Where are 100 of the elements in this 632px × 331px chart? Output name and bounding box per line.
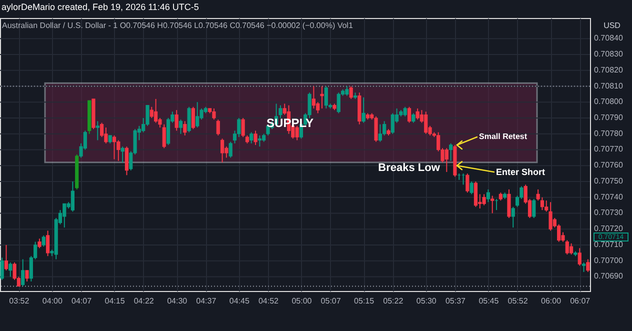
y-tick-label: 0.70770 <box>594 144 624 154</box>
candlestick <box>390 112 394 134</box>
y-tick-label: 0.70760 <box>594 160 624 170</box>
candlestick <box>4 244 8 271</box>
candlestick <box>196 102 200 128</box>
candlestick <box>46 230 50 257</box>
y-tick-label: 0.70750 <box>594 176 624 186</box>
candlestick <box>474 180 478 208</box>
candlestick <box>96 120 100 141</box>
y-tick-label: 0.70780 <box>594 128 624 138</box>
candlestick <box>150 106 154 118</box>
candlestick <box>511 206 515 228</box>
candlestick <box>250 132 254 144</box>
candlestick <box>362 96 366 124</box>
candlestick <box>345 86 349 96</box>
candlestick <box>62 203 66 228</box>
candlestick <box>112 134 116 160</box>
x-tick-label: 05:22 <box>383 296 404 306</box>
annotation: Small Retest <box>479 132 528 141</box>
candlestick <box>582 262 586 272</box>
candlestick <box>0 257 4 280</box>
y-tick-label: 0.70810 <box>594 81 624 90</box>
candlestick <box>586 258 590 272</box>
candlestick <box>470 180 474 195</box>
candlestick <box>162 124 166 149</box>
x-tick-label: 05:45 <box>478 296 500 306</box>
candlestick <box>544 200 548 212</box>
candlestick <box>578 248 582 266</box>
x-tick-label: 04:00 <box>42 296 63 306</box>
candlestick <box>70 180 75 212</box>
x-tick-label: 05:52 <box>508 296 528 306</box>
candlestick <box>8 262 12 278</box>
x-tick-label: 04:30 <box>167 296 188 306</box>
x-tick-label: 04:07 <box>72 296 92 306</box>
candlestick <box>278 104 282 118</box>
y-tick-label: 0.70720 <box>594 224 624 234</box>
x-tick-label: 05:15 <box>354 296 375 306</box>
candlestick <box>216 119 220 136</box>
candlestick <box>166 117 170 146</box>
candlestick <box>416 108 420 120</box>
y-tick-label: 0.70690 <box>594 272 624 281</box>
candlestick <box>228 141 232 158</box>
candlestick <box>403 106 407 117</box>
y-tick-label: 0.70840 <box>594 34 624 43</box>
y-tick-label: 0.70820 <box>594 65 624 74</box>
candlestick <box>104 127 108 144</box>
candlestick <box>120 146 124 163</box>
candlestick <box>532 198 536 218</box>
chart-title: aylorDeMario created, Feb 19, 2026 11:46 UTC-5 <box>2 2 199 12</box>
candlestick <box>178 119 183 134</box>
y-tick-label: 0.70740 <box>594 192 624 202</box>
x-tick-label: 05:07 <box>320 296 342 306</box>
candlestick <box>449 142 453 162</box>
candlestick <box>187 106 191 133</box>
x-tick-label: 04:37 <box>196 296 217 306</box>
x-tick-label: 05:00 <box>292 296 312 306</box>
candlestick <box>100 122 104 138</box>
candlestick <box>320 86 324 109</box>
candlestick <box>154 98 158 124</box>
candlestick <box>349 86 353 100</box>
y-tick-label: 0.70730 <box>594 208 624 218</box>
y-tick-label: 0.70700 <box>594 256 624 265</box>
text: USD <box>604 21 621 30</box>
candlestick <box>312 86 316 109</box>
chart-subtitle: Australian Dollar / U.S. Dollar - 1 O0.70546 H0.70546 L0.70546 C0.70546 −0.00002 (−0.00%) Vol1 <box>2 21 354 30</box>
candlestick <box>548 202 552 232</box>
candlestick <box>124 146 129 176</box>
candlestick <box>220 138 224 163</box>
x-tick-label: 04:15 <box>104 296 126 306</box>
candlestick <box>336 92 340 114</box>
candlestick <box>212 108 216 120</box>
candlestick <box>21 258 25 287</box>
x-tick-label: 04:45 <box>229 296 250 306</box>
candlestick <box>407 106 412 124</box>
annotation: Enter Short <box>496 167 546 177</box>
annotation: Breaks Low <box>378 162 440 174</box>
candlestick <box>507 188 511 218</box>
candlestick <box>38 238 42 249</box>
candlestick <box>570 242 574 255</box>
x-tick-label: 05:30 <box>416 296 437 306</box>
x-tick-label: 03:52 <box>9 296 30 306</box>
candlestick <box>174 110 178 132</box>
candlestick <box>412 112 416 124</box>
y-tick-label: 0.70710 <box>594 240 624 249</box>
x-tick-label: 06:07 <box>570 296 591 306</box>
candlestick <box>191 106 196 130</box>
candlestick <box>378 124 382 142</box>
candlestick <box>258 134 262 148</box>
candlestick <box>490 195 494 214</box>
candlestick <box>444 148 448 172</box>
candlestick <box>374 116 378 142</box>
x-tick-label: 04:22 <box>134 296 154 306</box>
y-tick-label: 0.70800 <box>594 97 624 106</box>
candlestick <box>183 120 187 136</box>
candlestick <box>25 270 29 282</box>
candlestick <box>254 130 258 146</box>
candlestick <box>316 102 320 114</box>
candlestick <box>42 234 46 248</box>
candlestick <box>486 188 490 203</box>
x-tick-label: 04:52 <box>258 296 280 306</box>
